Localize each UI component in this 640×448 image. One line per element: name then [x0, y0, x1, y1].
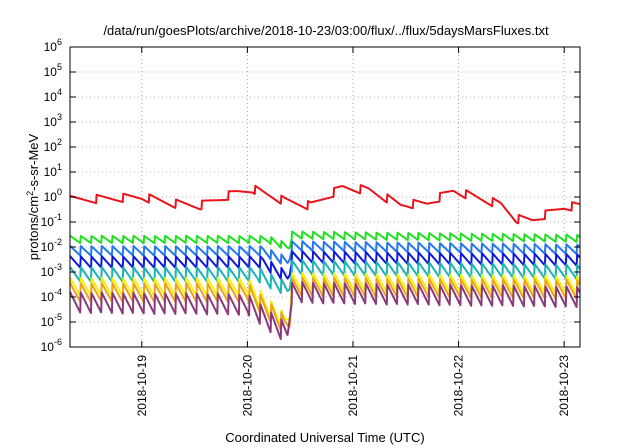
y-tick-label: 100 — [44, 187, 62, 204]
series-line-5 — [69, 259, 581, 294]
y-axis-ticks: 10-610-510-410-310-210-11001011021031041… — [41, 37, 580, 354]
y-tick-exponent: 2 — [57, 137, 62, 147]
y-tick-base: 10 — [41, 265, 55, 279]
y-tick-base: 10 — [44, 90, 58, 104]
y-tick-label: 10-4 — [41, 287, 62, 304]
series-line-7 — [69, 276, 581, 332]
y-tick-exponent: 3 — [57, 112, 62, 122]
y-axis-label: protons/cm2-s-sr-MeV — [25, 133, 41, 260]
series-line-1 — [69, 184, 581, 225]
series-line-8 — [69, 281, 581, 340]
y-tick-base: 10 — [44, 165, 58, 179]
y-tick-exponent: 0 — [57, 187, 62, 197]
y-tick-exponent: 5 — [57, 62, 62, 72]
series-line-2 — [69, 230, 581, 250]
y-tick-exponent: 1 — [57, 162, 62, 172]
y-tick-label: 10-6 — [41, 337, 62, 354]
y-tick-base: 10 — [44, 40, 58, 54]
y-tick-label: 105 — [44, 62, 62, 79]
series-group — [69, 184, 581, 340]
series-line-4 — [69, 250, 581, 280]
y-tick-exponent: -4 — [54, 287, 62, 297]
y-tick-exponent: -2 — [54, 237, 62, 247]
y-tick-exponent: 6 — [57, 37, 62, 47]
x-tick-label: 2018-10-21 — [346, 355, 360, 417]
y-tick-base: 10 — [44, 115, 58, 129]
y-tick-base: 10 — [41, 290, 55, 304]
y-tick-label: 106 — [44, 37, 62, 54]
grid — [70, 47, 580, 347]
y-tick-label: 101 — [44, 162, 62, 179]
y-tick-exponent: -6 — [54, 337, 62, 347]
series-line-6 — [69, 271, 581, 329]
y-tick-base: 10 — [41, 215, 55, 229]
x-axis-ticks: 2018-10-19 2018-10-20 2018-10-21 2018-10-22… — [135, 47, 571, 416]
y-tick-exponent: -1 — [54, 212, 62, 222]
x-tick-label: 2018-10-20 — [240, 355, 254, 417]
y-tick-base: 10 — [41, 315, 55, 329]
y-tick-label: 10-2 — [41, 237, 62, 254]
y-tick-label: 10-5 — [41, 312, 62, 329]
x-tick-label: 2018-10-22 — [452, 355, 466, 417]
x-axis-label: Coordinated Universal Time (UTC) — [225, 430, 424, 445]
y-tick-label: 102 — [44, 137, 62, 154]
y-tick-label: 104 — [44, 87, 62, 104]
y-axis-label-sup: 2 — [25, 191, 35, 196]
y-tick-exponent: -3 — [54, 262, 62, 272]
y-tick-label: 10-1 — [41, 212, 62, 229]
y-tick-label: 103 — [44, 112, 62, 129]
y-tick-base: 10 — [44, 140, 58, 154]
y-tick-base: 10 — [44, 65, 58, 79]
y-tick-exponent: -5 — [54, 312, 62, 322]
y-tick-label: 10-3 — [41, 262, 62, 279]
y-tick-base: 10 — [41, 240, 55, 254]
y-axis-label-rest: -s-sr-MeV — [26, 133, 41, 190]
x-tick-label: 2018-10-23 — [557, 355, 571, 417]
y-tick-base: 10 — [41, 340, 55, 354]
y-tick-exponent: 4 — [57, 87, 62, 97]
y-axis-label-base: protons/cm — [26, 196, 41, 260]
x-tick-label: 2018-10-19 — [135, 355, 149, 417]
y-tick-base: 10 — [44, 190, 58, 204]
series-line-3 — [69, 240, 581, 265]
chart-title: /data/run/goesPlots/archive/2018-10-23/0… — [103, 23, 549, 38]
